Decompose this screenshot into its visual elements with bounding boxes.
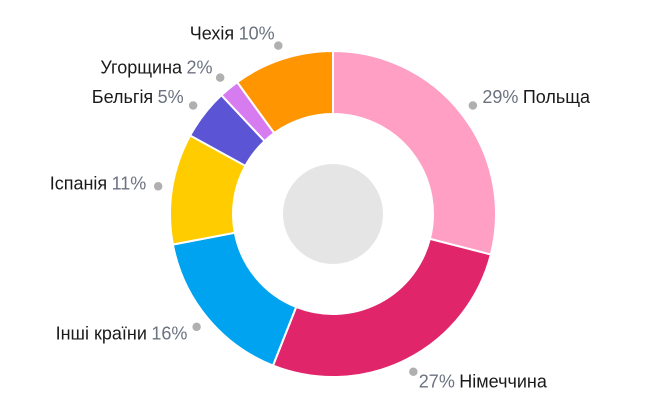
slice-2[interactable] [171,231,298,367]
slice-percent-label: 11% [112,173,147,193]
donut-center [283,164,383,264]
slice-percent-label: 10% [239,23,275,43]
slice-percent-label: 16% [151,323,187,343]
slice-percent-label: 5% [158,87,184,107]
slice-label: Угорщина 2% [100,57,212,77]
slice-percent-label: 27% [419,371,455,391]
slice-label: Інші країни 16% [56,323,188,343]
slice-label: Іспанія 11% [50,173,147,193]
slice-connector-dot [272,39,285,52]
slice-name-label: Іспанія [50,173,107,193]
donut-slices [169,49,497,378]
slice-name-label: Німеччина [459,371,548,391]
slice-0[interactable] [332,49,497,256]
slice-name-label: Чехія [190,23,234,43]
slice-name-label: Угорщина [100,57,183,77]
slice-label: Бельгія 5% [92,87,184,107]
slice-6[interactable] [235,49,334,135]
slice-connector-dot [187,99,199,112]
slice-label: Чехія 10% [190,23,275,43]
slice-connector-dot [467,99,479,112]
slice-labels: 29% Польща 27% Німеччина Інші країни 16% Іс… [50,23,591,391]
slice-name-label: Інші країни [56,323,147,343]
slice-percent-label: 2% [187,57,213,77]
slice-connector-dot [190,321,203,333]
slice-name-label: Бельгія [92,87,153,107]
slice-connector-dot [152,180,164,193]
slice-percent-label: 29% [482,87,518,107]
slice-1[interactable] [271,237,493,378]
slice-connector-dot [407,365,420,378]
slice-name-label: Польща [523,87,591,107]
slice-connector-dot [214,71,226,84]
slice-label: 27% Німеччина [419,371,548,391]
slice-label: 29% Польща [482,87,591,107]
